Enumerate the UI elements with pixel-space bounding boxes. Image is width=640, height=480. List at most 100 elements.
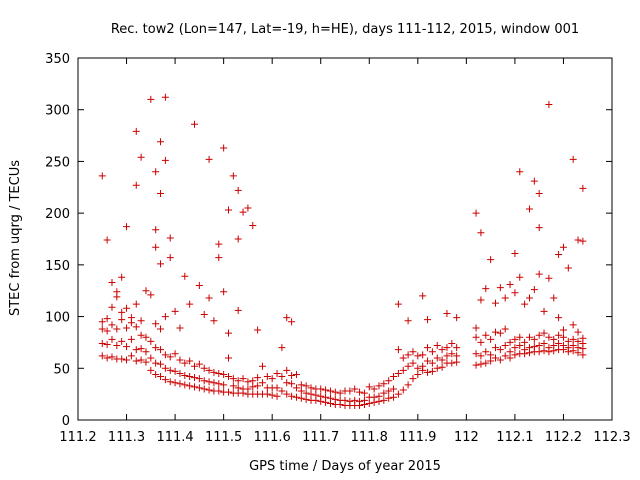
data-point (525, 205, 533, 213)
data-point (215, 380, 223, 388)
data-point (103, 340, 111, 348)
data-point (123, 356, 131, 364)
data-point (394, 390, 402, 398)
data-point (394, 300, 402, 308)
data-point (152, 243, 160, 251)
data-point (166, 353, 174, 361)
data-point (186, 373, 194, 381)
data-point (428, 359, 436, 367)
data-point (127, 319, 135, 327)
data-point (215, 254, 223, 262)
y-tick-label: 150 (45, 259, 70, 274)
data-point (113, 342, 121, 350)
data-point (161, 351, 169, 359)
data-point (540, 307, 548, 315)
data-point (244, 204, 252, 212)
data-point (569, 321, 577, 329)
data-point (511, 351, 519, 359)
data-point (103, 315, 111, 323)
data-point (579, 184, 587, 192)
data-point (453, 344, 461, 352)
y-tick-label: 350 (45, 52, 70, 67)
data-point (278, 387, 286, 395)
data-point (205, 155, 213, 163)
x-tick-label: 111.4 (156, 430, 193, 445)
data-point (292, 384, 300, 392)
data-point (108, 278, 116, 286)
data-point (394, 346, 402, 354)
data-point (559, 243, 567, 251)
data-point (166, 378, 174, 386)
data-point (147, 354, 155, 362)
data-point (404, 317, 412, 325)
x-tick-label: 111.8 (351, 430, 388, 445)
data-point (307, 390, 315, 398)
data-point (404, 362, 412, 370)
data-point (559, 326, 567, 334)
data-point (254, 382, 262, 390)
data-point (511, 249, 519, 257)
data-point (98, 172, 106, 180)
data-point (356, 388, 364, 396)
data-point (496, 356, 504, 364)
x-tick-label: 111.7 (302, 430, 339, 445)
data-point (540, 339, 548, 347)
data-point (535, 331, 543, 339)
data-point (380, 389, 388, 397)
data-point (152, 168, 160, 176)
data-point (545, 101, 553, 109)
data-point (195, 384, 203, 392)
data-point (326, 399, 334, 407)
data-point (123, 223, 131, 231)
data-point (511, 289, 519, 297)
data-point (521, 350, 529, 358)
data-point (176, 324, 184, 332)
data-point (511, 344, 519, 352)
data-point (424, 368, 432, 376)
data-point (142, 348, 150, 356)
data-point (506, 338, 514, 346)
data-point (186, 300, 194, 308)
data-point (215, 240, 223, 248)
data-point (229, 375, 237, 383)
data-point (108, 353, 116, 361)
data-point (220, 370, 228, 378)
data-point (525, 349, 533, 357)
data-point (535, 270, 543, 278)
data-point (472, 350, 480, 358)
data-point (506, 281, 514, 289)
data-point (501, 294, 509, 302)
data-point (210, 379, 218, 387)
data-point (98, 339, 106, 347)
data-point (482, 331, 490, 339)
data-point (283, 379, 291, 387)
data-point (157, 138, 165, 146)
data-point (147, 291, 155, 299)
data-point (108, 321, 116, 329)
data-point (152, 344, 160, 352)
data-point (501, 352, 509, 360)
data-point (433, 342, 441, 350)
data-point (414, 364, 422, 372)
data-point (443, 344, 451, 352)
data-point (98, 325, 106, 333)
data-point (171, 350, 179, 358)
data-point (137, 331, 145, 339)
data-point (137, 345, 145, 353)
data-point (317, 385, 325, 393)
data-point (224, 373, 232, 381)
data-point (288, 392, 296, 400)
data-point (516, 273, 524, 281)
data-point (491, 354, 499, 362)
data-point (419, 351, 427, 359)
data-point (258, 379, 266, 387)
data-point (579, 351, 587, 359)
y-tick-label: 200 (45, 207, 70, 222)
data-point (564, 337, 572, 345)
data-point (453, 352, 461, 360)
data-point (424, 357, 432, 365)
data-point (496, 346, 504, 354)
data-point (472, 333, 480, 341)
data-point (525, 333, 533, 341)
data-point (191, 374, 199, 382)
